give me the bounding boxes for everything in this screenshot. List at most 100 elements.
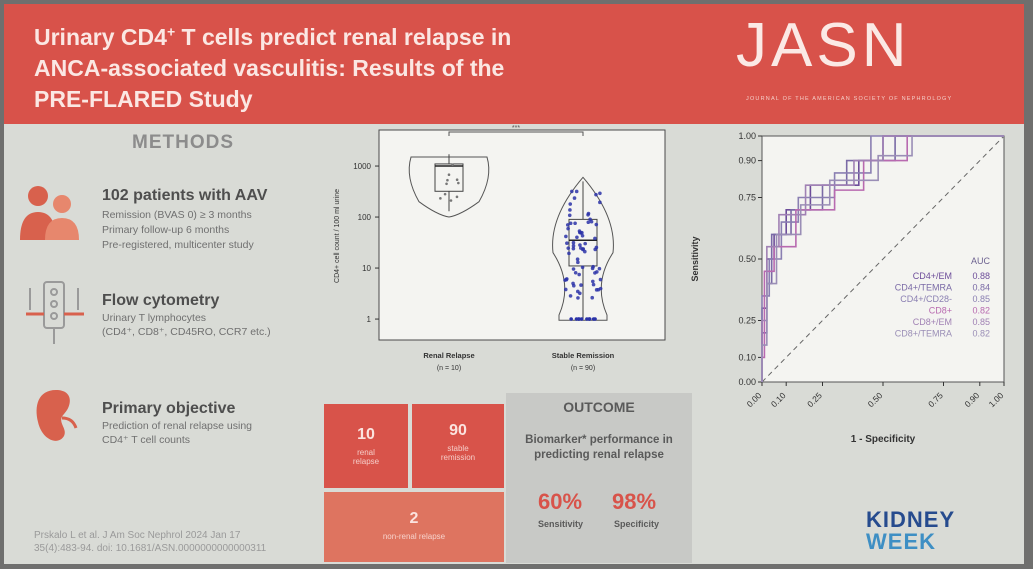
data-point xyxy=(455,178,459,182)
data-point xyxy=(580,230,584,235)
legend-series-name: CD4+/TEMRA xyxy=(895,283,952,293)
nonrenal-label: non-renal relapse xyxy=(382,532,446,541)
y-tick-label: 0.90 xyxy=(738,156,756,166)
roc-curve xyxy=(761,135,1004,382)
data-point xyxy=(598,286,603,291)
data-point xyxy=(591,279,595,284)
legend-title: AUC xyxy=(971,256,991,266)
data-point xyxy=(570,189,574,194)
violin-renal-relapse xyxy=(408,156,490,218)
data-point xyxy=(580,233,585,238)
data-point xyxy=(583,241,587,246)
x-category-n: (n = 10) xyxy=(437,365,461,372)
legend-auc-value: 0.88 xyxy=(972,271,990,281)
patients-line-2: Primary follow-up 6 months xyxy=(102,224,230,236)
data-point xyxy=(578,243,582,247)
data-point xyxy=(574,317,579,321)
title-part-a: Urinary CD4 xyxy=(34,24,167,50)
relapse-label: renal relapse xyxy=(352,448,380,466)
data-point xyxy=(576,260,580,265)
journal-subtitle: JOURNAL OF THE AMERICAN SOCIETY OF NEPHR… xyxy=(746,96,953,102)
data-point xyxy=(455,195,459,199)
outcome-description: Biomarker* performance in predicting ren… xyxy=(506,433,692,463)
data-point xyxy=(574,189,579,194)
legend-auc-value: 0.85 xyxy=(972,317,990,327)
flow-cytometry-icon xyxy=(26,281,84,344)
data-point xyxy=(568,208,572,212)
data-point xyxy=(597,266,602,271)
outcome-line-2: predicting renal relapse xyxy=(534,449,664,461)
significance-bracket xyxy=(448,131,584,136)
data-point xyxy=(577,272,581,277)
y-axis-label: Sensitivity xyxy=(690,236,700,281)
x-tick-label: 1.00 xyxy=(987,390,1006,409)
nonrenal-relapse-box: 2 non-renal relapse xyxy=(324,492,504,562)
data-point xyxy=(573,221,577,226)
data-point xyxy=(571,240,576,245)
citation-line-1: Prskalo L et al. J Am Soc Nephrol 2024 J… xyxy=(34,530,241,541)
nonrenal-count: 2 xyxy=(409,510,419,527)
data-point xyxy=(568,294,573,298)
journal-name: JASN xyxy=(736,11,911,80)
sensitivity-label: Sensitivity xyxy=(538,519,584,529)
data-point xyxy=(591,317,596,321)
people-icon xyxy=(20,186,79,240)
data-point xyxy=(575,257,580,261)
x-tick-label: 0.10 xyxy=(769,390,788,409)
legend-series-name: CD4+/EM xyxy=(913,271,952,281)
data-point xyxy=(565,241,569,246)
y-tick-label: 1000 xyxy=(353,162,371,171)
data-point xyxy=(568,221,573,226)
y-tick-label: 0.00 xyxy=(738,377,756,387)
data-point xyxy=(573,271,578,275)
roc-curve xyxy=(761,135,1004,382)
boxplot-chart: 1 10 100 1000 CD4+ cell count / 100 ml urine… xyxy=(334,125,666,372)
roc-chart: 0.00 0.10 0.25 0.50 0.75 0.90 1.00 0.00 0.10 0.25… xyxy=(690,131,1006,445)
data-point xyxy=(567,251,571,256)
data-point xyxy=(451,163,454,167)
data-point xyxy=(443,192,447,196)
relapse-count: 10 xyxy=(357,426,375,443)
data-point xyxy=(568,202,573,206)
kidney-week-logo: KIDNEY WEEK xyxy=(866,509,955,553)
kidney-icon xyxy=(36,390,78,441)
logo-line-2: WEEK xyxy=(866,529,936,554)
slide-header: Urinary CD4+ T cells predict renal relap… xyxy=(4,4,1024,124)
data-point xyxy=(566,226,570,231)
data-point xyxy=(585,317,589,321)
data-point xyxy=(457,181,460,185)
data-point xyxy=(564,234,568,239)
citation: Prskalo L et al. J Am Soc Nephrol 2024 J… xyxy=(34,529,266,555)
data-point xyxy=(576,296,580,300)
roc-curve xyxy=(761,135,1004,382)
data-point xyxy=(593,271,597,275)
journal-logo: JASN JOURNAL OF THE AMERICAN SOCIETY OF … xyxy=(736,11,986,119)
stable-count: 90 xyxy=(449,422,467,439)
y-tick-label: 10 xyxy=(362,264,371,273)
data-point xyxy=(439,197,442,200)
title-line3: PRE-FLARED Study xyxy=(34,86,253,112)
flow-line-1: Urinary T lymphocytes xyxy=(102,312,207,324)
data-point xyxy=(598,191,602,196)
y-tick-label: 0.25 xyxy=(738,316,756,326)
stable-remission-box: 90 stable remission xyxy=(412,404,504,488)
y-tick-label: 0.75 xyxy=(738,193,756,203)
x-axis-label: 1 - Specificity xyxy=(851,434,916,445)
data-point xyxy=(567,213,572,218)
slide-title: Urinary CD4+ T cells predict renal relap… xyxy=(34,22,634,115)
data-point xyxy=(445,182,448,186)
section-title-objective: Primary objective xyxy=(102,400,236,417)
legend-auc-value: 0.82 xyxy=(972,306,990,316)
reference-diagonal xyxy=(761,135,1005,383)
data-point xyxy=(571,281,575,286)
box-iqr xyxy=(434,163,464,192)
y-tick-label: 0.10 xyxy=(738,352,756,362)
methods-heading: METHODS xyxy=(132,132,234,153)
data-point xyxy=(571,267,576,271)
data-point xyxy=(594,192,598,197)
data-point xyxy=(447,173,451,177)
data-point xyxy=(572,196,577,200)
y-tick-label: 100 xyxy=(358,213,372,222)
specificity-value: 98% xyxy=(612,489,657,514)
data-point xyxy=(577,317,581,321)
